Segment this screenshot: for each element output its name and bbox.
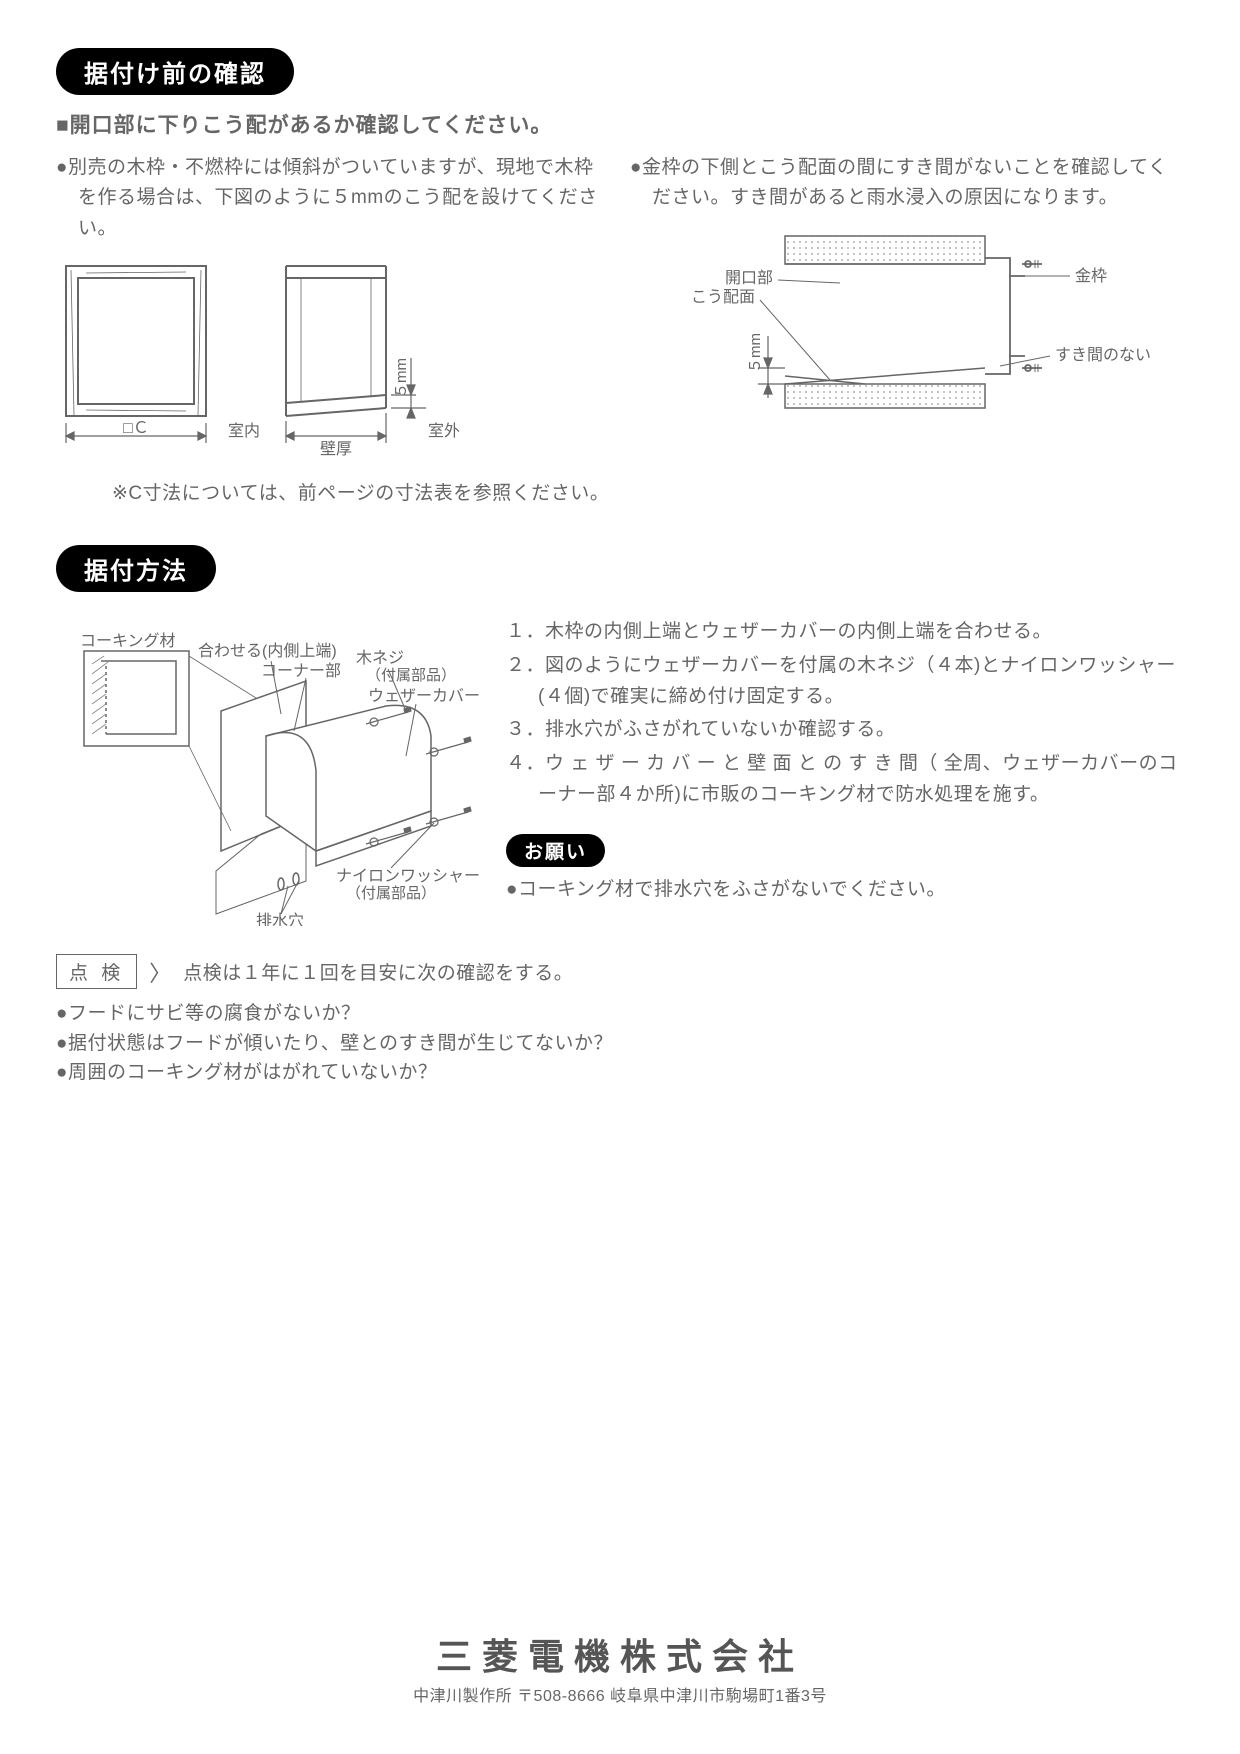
svg-text:すき間のないこと: すき間のないこと <box>1055 346 1150 364</box>
section-pill-pre-install: 据付け前の確認 <box>56 48 294 95</box>
svg-text:５mm: ５mm <box>393 358 410 398</box>
inspection-lead: 点検は１年に１回を目安に次の確認をする。 <box>183 958 573 985</box>
svg-text:金枠: 金枠 <box>1075 267 1107 285</box>
inspection-item: ●周囲のコーキング材がはがれていないか？ <box>56 1058 1184 1087</box>
svg-text:木ネジ: 木ネジ <box>356 649 404 667</box>
svg-text:コーナー部: コーナー部 <box>261 662 341 680</box>
chevron-right-icon: 〉 <box>149 956 171 988</box>
svg-text:開口部: 開口部 <box>725 269 773 287</box>
install-steps: １．木枠の内側上端とウェザーカバーの内側上端を合わせる。 ２．図のようにウェザー… <box>506 616 1184 810</box>
svg-text:（付属部品）: （付属部品） <box>366 667 456 684</box>
svg-text:ウェザーカバー: ウェザーカバー <box>368 687 480 705</box>
svg-text:合わせる(内側上端): 合わせる(内側上端) <box>198 642 337 660</box>
note-c-dimension: ※C寸法については、前ページの寸法表を参照ください。 <box>56 478 1184 505</box>
svg-text:こう配面: こう配面 <box>691 288 755 306</box>
step-4: ４．ウ ェ ザ ー カ バ ー と 壁 面 と の す き 間（ 全周、ウェザー… <box>506 748 1184 811</box>
svg-text:□Ｃ: □Ｃ <box>123 420 149 437</box>
inspection-tag: 点 検 <box>56 954 137 989</box>
step-2: ２．図のようにウェザーカバーを付属の木ネジ（４本)とナイロンワッシャー(４個)で… <box>506 650 1184 713</box>
svg-text:（付属部品）: （付属部品） <box>346 885 436 902</box>
step-3: ３．排水穴がふさがれていないか確認する。 <box>506 714 1184 745</box>
svg-text:排水穴: 排水穴 <box>256 912 304 926</box>
svg-text:５mm: ５mm <box>747 333 764 373</box>
onegai-bullet: ●コーキング材で排水穴をふさがないでください。 <box>506 875 1184 905</box>
inspection-item: ●フードにサビ等の腐食がないか？ <box>56 999 1184 1028</box>
inspection-list: ●フードにサビ等の腐食がないか？ ●据付状態はフードが傾いたり、壁とのすき間が生… <box>56 999 1184 1087</box>
diagram-frame-slope: □Ｃ <box>56 258 610 458</box>
svg-text:コーキング材: コーキング材 <box>80 632 176 650</box>
section-pill-install: 据付方法 <box>56 545 216 592</box>
onegai-pill: お願い <box>506 834 605 867</box>
svg-text:壁厚: 壁厚 <box>320 439 352 458</box>
svg-text:ナイロンワッシャー: ナイロンワッシャー <box>336 868 480 885</box>
bullet-right: ●金枠の下側とこう配面の間にすき間がないことを確認してください。すき間があると雨… <box>630 153 1184 214</box>
svg-text:室内: 室内 <box>228 422 260 440</box>
diagram-weather-cover: コーキング材 <box>56 616 486 926</box>
diagram-metal-frame: 開口部 こう配面 金枠 すき間のないこと ５mm <box>630 228 1184 428</box>
footer-company: 三菱電機株式会社 <box>0 1628 1240 1680</box>
bullet-left: ●別売の木枠・不燃枠には傾斜がついていますが、現地で木枠を作る場合は、下図のよう… <box>56 153 610 244</box>
footer-address: 中津川製作所 〒508-8666 岐阜県中津川市駒場町1番3号 <box>0 1682 1240 1706</box>
svg-text:室外: 室外 <box>428 422 460 440</box>
step-1: １．木枠の内側上端とウェザーカバーの内側上端を合わせる。 <box>506 616 1184 647</box>
inspection-item: ●据付状態はフードが傾いたり、壁とのすき間が生じてないか？ <box>56 1029 1184 1058</box>
subheading-slope: ■開口部に下りこう配があるか確認してください。 <box>56 109 1184 139</box>
